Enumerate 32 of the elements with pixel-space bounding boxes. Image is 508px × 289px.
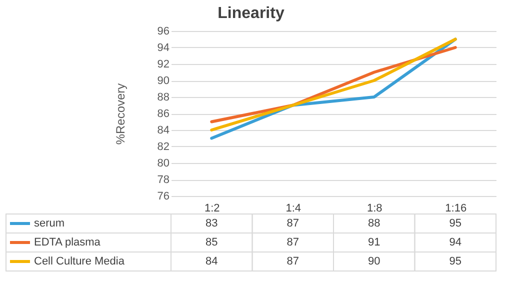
x-tick-label: 1:8 [366,202,382,214]
y-tick-label: 92 [157,58,170,70]
chart-title: Linearity [218,5,284,22]
x-tick-label: 1:2 [204,202,220,214]
legend-label: serum [34,218,65,230]
legend-label: EDTA plasma [34,236,102,248]
x-tick-label: 1:4 [286,202,302,214]
legend-label: Cell Culture Media [34,256,126,268]
data-label: 87 [286,236,299,248]
data-label: 90 [368,256,380,268]
data-label: 85 [206,236,218,248]
y-tick-label: 78 [157,174,170,186]
y-tick-label: 84 [157,124,170,136]
y-tick-label: 82 [157,141,170,153]
x-tick-label: 1:16 [445,202,467,214]
data-label: 87 [286,256,299,268]
data-label: 94 [449,236,462,248]
y-tick-label: 90 [157,75,170,87]
y-tick-label: 88 [157,92,170,104]
data-label: 87 [286,218,299,230]
y-tick-label: 94 [157,42,170,54]
y-tick-label: 80 [157,158,170,170]
y-axis-title: %Recovery [113,83,128,145]
data-label: 91 [368,236,380,248]
data-label: 95 [449,218,462,230]
data-label: 84 [206,256,218,268]
y-tick-label: 86 [157,108,170,120]
data-label: 88 [368,218,380,230]
y-tick-label: 96 [157,26,170,38]
data-label: 95 [449,256,462,268]
y-tick-label: 76 [157,190,170,202]
data-label: 83 [206,218,218,230]
